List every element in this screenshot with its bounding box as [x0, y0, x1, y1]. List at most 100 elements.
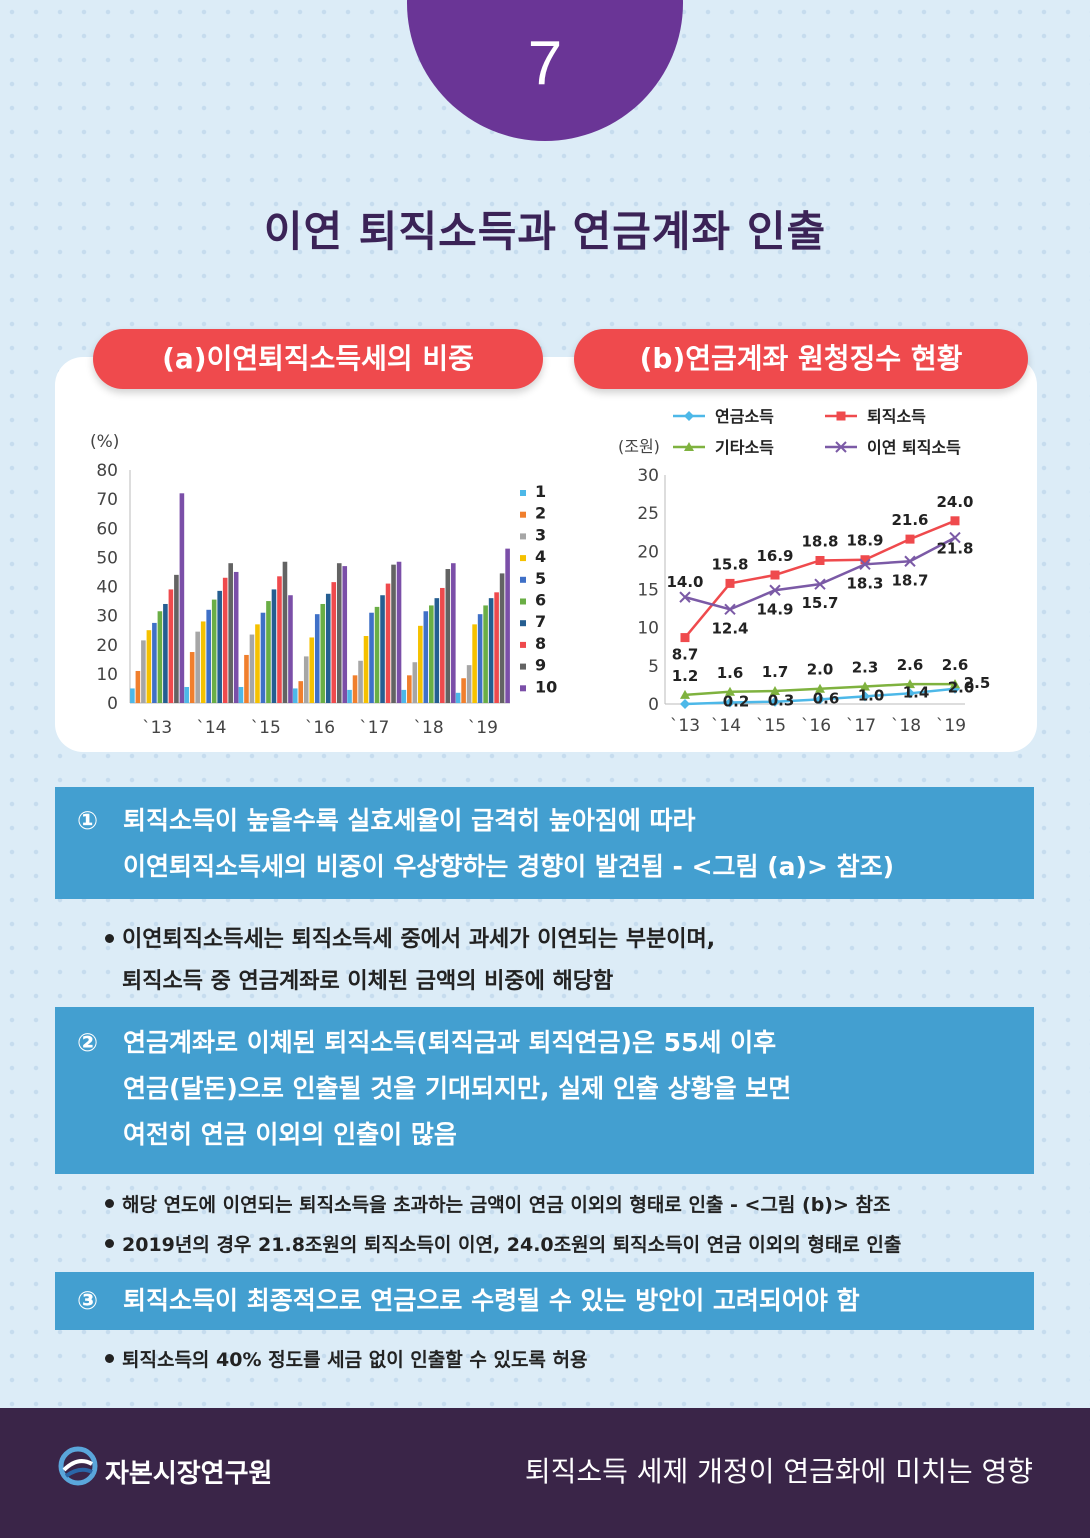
legend-label-2: 기타소득	[715, 438, 774, 457]
bar-3-1	[195, 631, 200, 703]
point-1-6	[950, 516, 960, 526]
bar-9-6	[499, 573, 505, 703]
y-tick-label: 0	[648, 695, 659, 715]
y-tick-label: 10	[637, 619, 659, 639]
bar-5-0	[152, 622, 157, 703]
legend-label-3: 이연 퇴직소득	[867, 438, 961, 457]
x-tick-label: `19	[936, 716, 966, 736]
section-2-line-3: 여전히 연금 이외의 인출이 많음	[123, 1120, 457, 1149]
point-3-0	[679, 591, 691, 603]
point-1-5	[905, 534, 915, 544]
point-2-0	[680, 689, 690, 699]
bar-5-6	[477, 614, 483, 703]
kcmi-logo-icon	[58, 1446, 98, 1486]
bullet-1-2: 퇴직소득 중 연금계좌로 이체된 금액의 비중에 해당함	[122, 969, 614, 994]
legend-label-5: 5	[535, 569, 546, 588]
y-axis-unit: (%)	[90, 432, 119, 452]
bar-4-0	[146, 630, 152, 703]
y-tick-label: 80	[96, 461, 118, 481]
bar-8-5	[440, 587, 445, 703]
point-3-4	[859, 558, 871, 571]
y-tick-label: 15	[637, 581, 659, 601]
y-tick-label: 30	[637, 466, 659, 486]
bar-5-3	[314, 614, 320, 703]
point-0-5	[905, 688, 915, 699]
bar-10-4	[396, 561, 402, 703]
label-green-1: 1.6	[717, 664, 744, 682]
bar-1-3	[292, 688, 298, 703]
bar-2-2	[244, 654, 249, 703]
point-3-1	[724, 603, 736, 616]
legend-swatch-4	[520, 555, 526, 562]
y-tick-label: 70	[96, 490, 118, 510]
legend-swatch-8	[520, 641, 526, 648]
bullet-dot	[105, 933, 114, 943]
bar-7-1	[217, 590, 222, 703]
bar-6-5	[429, 605, 434, 703]
bar-8-6	[494, 592, 499, 703]
y-tick-label: 20	[96, 636, 118, 656]
bar-4-4	[363, 636, 369, 703]
point-2-3	[815, 683, 825, 693]
y-tick-label: 0	[107, 694, 118, 714]
section-1-box: ① 퇴직소득이 높을수록 실효세율이 급격히 높아짐에 따라 이연퇴직소득세의 …	[55, 787, 1034, 899]
label-blue-5: 1.4	[903, 683, 930, 701]
y-tick-label: 5	[648, 657, 659, 677]
bar-4-5	[418, 625, 423, 703]
bar-6-4	[374, 606, 380, 703]
point-3-3	[814, 578, 826, 590]
bar-4-3	[309, 637, 315, 703]
bar-8-4	[385, 583, 391, 703]
x-tick-label: `18	[414, 718, 444, 738]
bar-10-5	[451, 563, 456, 703]
label-purple-2: 14.9	[756, 600, 793, 618]
point-0-4	[860, 691, 870, 702]
bar-5-1	[206, 609, 211, 703]
section-2-number: ②	[77, 1028, 99, 1057]
label-red-2: 16.9	[756, 547, 793, 565]
bar-9-4	[391, 564, 396, 703]
legend-marker-1	[836, 411, 846, 421]
section-2-box: ② 연금계좌로 이체된 퇴직소득(퇴직금과 퇴직연금)은 55세 이후 연금(달…	[55, 1007, 1034, 1174]
y-tick-label: 40	[96, 578, 118, 598]
point-2-4	[860, 681, 870, 691]
bullet-2-1: 해당 연도에 이연되는 퇴직소득을 초과하는 금액이 연금 이외의 형태로 인출…	[105, 1190, 891, 1217]
section-3-line-1: 퇴직소득이 최종적으로 연금으로 수령될 수 있는 방안이 고려되어야 함	[123, 1286, 860, 1315]
bar-10-1	[233, 571, 239, 703]
point-3-2	[769, 584, 781, 596]
section-3-box: ③ 퇴직소득이 최종적으로 연금으로 수령될 수 있는 방안이 고려되어야 함	[55, 1272, 1034, 1330]
bullet-dot	[105, 1354, 114, 1363]
bar-2-6	[461, 678, 466, 703]
label-blue-3: 0.6	[813, 689, 840, 707]
bar-3-6	[466, 665, 472, 703]
org-name: 자본시장연구원	[105, 1459, 273, 1489]
x-tick-label: `14	[196, 718, 226, 738]
section-1-line-2: 이연퇴직소득세의 비중이 우상향하는 경향이 발견됨 - <그림 (a)> 참조…	[123, 852, 895, 881]
bar-8-1	[222, 577, 228, 703]
legend-swatch-1	[520, 490, 526, 496]
label-red-1: 15.8	[711, 555, 748, 573]
bar-9-5	[445, 569, 451, 703]
legend-swatch-6	[520, 598, 526, 605]
legend-swatch-2	[520, 511, 526, 518]
label-red-0: 8.7	[672, 646, 699, 664]
bullet-1-1: 이연퇴직소득세는 퇴직소득세 중에서 과세가 이연되는 부분이며,	[105, 921, 715, 953]
legend-marker-0	[684, 411, 694, 421]
panel-b-label: (b)연금계좌 원청징수 현황	[574, 329, 1028, 389]
label-green-3: 2.0	[807, 661, 834, 679]
legend-label-6: 6	[535, 591, 546, 610]
y-axis-unit: (조원)	[618, 437, 660, 456]
y-tick-label: 25	[637, 504, 659, 524]
section-1-number: ①	[77, 806, 99, 835]
label-green-4: 2.3	[852, 658, 879, 676]
label-purple-5: 18.7	[891, 571, 928, 589]
point-1-3	[815, 555, 825, 565]
y-tick-label: 20	[637, 542, 659, 562]
label-blue-1: 0.2	[723, 692, 750, 710]
x-tick-label: `16	[801, 716, 831, 736]
bar-9-1	[228, 563, 233, 703]
bar-7-4	[380, 595, 385, 703]
label-green-5: 2.6	[897, 656, 924, 674]
bar-10-3	[342, 566, 348, 703]
section-2-line-1: 연금계좌로 이체된 퇴직소득(퇴직금과 퇴직연금)은 55세 이후	[123, 1028, 777, 1057]
